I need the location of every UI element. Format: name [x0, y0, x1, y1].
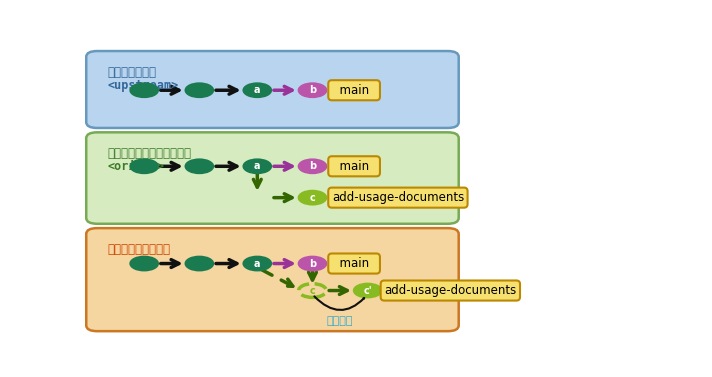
- Text: b: b: [309, 85, 316, 95]
- Text: add-usage-documents: add-usage-documents: [384, 284, 516, 297]
- FancyBboxPatch shape: [86, 132, 459, 224]
- Text: b: b: [309, 259, 316, 268]
- Text: ローカルリポジトリ: ローカルリポジトリ: [108, 243, 170, 256]
- FancyBboxPatch shape: [86, 228, 459, 331]
- Text: c': c': [363, 285, 372, 296]
- Ellipse shape: [186, 83, 213, 97]
- Text: add-usage-documents: add-usage-documents: [332, 191, 464, 204]
- FancyArrowPatch shape: [315, 296, 364, 310]
- Text: main: main: [332, 257, 377, 270]
- Text: c: c: [310, 285, 315, 296]
- Text: c: c: [310, 193, 315, 203]
- Ellipse shape: [130, 159, 158, 173]
- Text: 中央リポジトリ: 中央リポジトリ: [108, 66, 156, 78]
- Ellipse shape: [130, 83, 158, 97]
- Ellipse shape: [299, 191, 326, 204]
- Ellipse shape: [354, 284, 382, 297]
- Ellipse shape: [186, 159, 213, 173]
- Ellipse shape: [299, 257, 326, 270]
- Ellipse shape: [244, 83, 271, 97]
- Text: リベース: リベース: [327, 316, 353, 326]
- Text: a: a: [254, 161, 261, 171]
- Text: main: main: [332, 160, 377, 173]
- Ellipse shape: [299, 159, 326, 173]
- Text: b: b: [309, 161, 316, 171]
- FancyBboxPatch shape: [86, 51, 459, 128]
- Text: <upstream>: <upstream>: [108, 79, 179, 92]
- Text: <origin>: <origin>: [108, 160, 164, 173]
- Text: 作業用リモートリポジトリ: 作業用リモートリポジトリ: [108, 147, 192, 160]
- Text: main: main: [332, 84, 377, 97]
- Text: a: a: [254, 259, 261, 268]
- Text: a: a: [254, 85, 261, 95]
- Ellipse shape: [299, 83, 326, 97]
- Ellipse shape: [130, 257, 158, 270]
- Ellipse shape: [244, 159, 271, 173]
- Ellipse shape: [186, 257, 213, 270]
- Ellipse shape: [244, 257, 271, 270]
